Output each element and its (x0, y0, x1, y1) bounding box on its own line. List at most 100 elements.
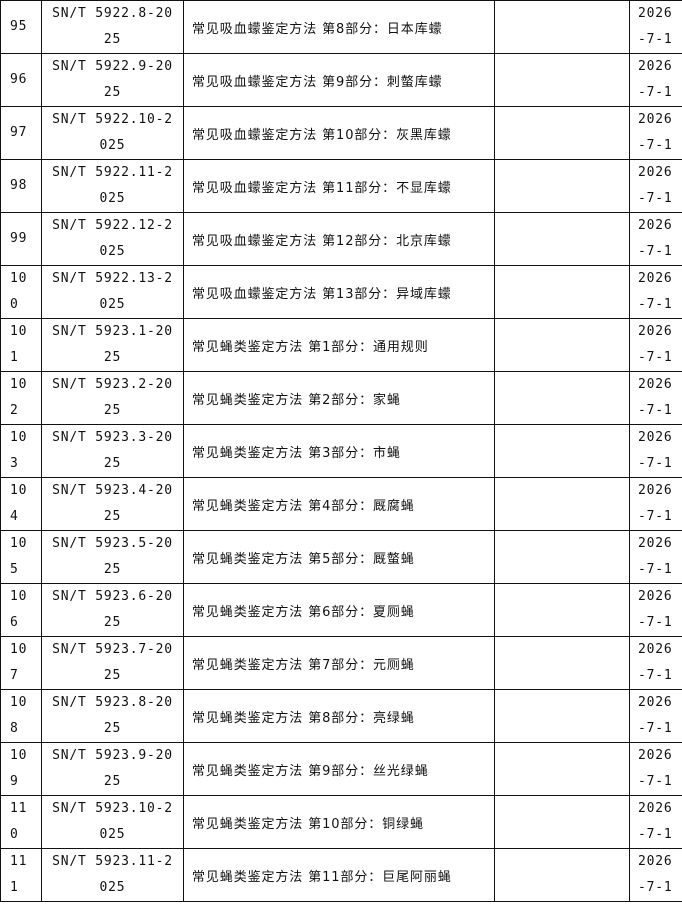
table-row: 107 SN/T 5923.7-2025 常见蝇类鉴定方法 第7部分：元厕蝇 2026… (0, 636, 682, 690)
standard-code-cell: SN/T 5923.10-2025 (41, 795, 184, 849)
table-row: 96 SN/T 5922.9-2025 常见吸血蠓鉴定方法 第9部分：刺螫库蠓 202… (0, 53, 682, 107)
standard-name: 常见蝇类鉴定方法 第3部分：市蝇 (192, 445, 401, 461)
row-number-cell: 96 (0, 53, 42, 107)
replaced-standard-cell (494, 742, 630, 796)
row-number-cell: 110 (0, 795, 42, 849)
table-row: 109 SN/T 5923.9-2025 常见蝇类鉴定方法 第9部分：丝光绿蝇 202… (0, 742, 682, 796)
table-row: 99 SN/T 5922.12-2025 常见吸血蠓鉴定方法 第12部分：北京库蠓 2… (0, 212, 682, 266)
standard-name-cell: 常见蝇类鉴定方法 第1部分：通用规则 (183, 318, 495, 372)
table-row: 104 SN/T 5923.4-2025 常见蝇类鉴定方法 第4部分：厩腐蝇 2026… (0, 477, 682, 531)
row-number-cell: 106 (0, 583, 42, 637)
effective-date-cell: 2026-7-1 (629, 371, 682, 425)
standard-code: SN/T 5922.10-2025 (52, 112, 173, 153)
replaced-standard-cell (494, 848, 630, 902)
row-number-cell: 101 (0, 318, 42, 372)
effective-date: 2026-7-1 (638, 589, 673, 630)
standard-code: SN/T 5923.7-2025 (52, 642, 173, 683)
table-row: 106 SN/T 5923.6-2025 常见蝇类鉴定方法 第6部分：夏厕蝇 2026… (0, 583, 682, 637)
effective-date-cell: 2026-7-1 (629, 106, 682, 160)
table-row: 101 SN/T 5923.1-2025 常见蝇类鉴定方法 第1部分：通用规则 202… (0, 318, 682, 372)
standard-name: 常见蝇类鉴定方法 第7部分：元厕蝇 (192, 657, 415, 673)
standard-name: 常见吸血蠓鉴定方法 第12部分：北京库蠓 (192, 233, 452, 249)
replaced-standard-cell (494, 0, 630, 54)
effective-date: 2026-7-1 (638, 642, 673, 683)
standard-code-cell: SN/T 5922.9-2025 (41, 53, 184, 107)
standard-code-cell: SN/T 5923.3-2025 (41, 424, 184, 478)
standard-code: SN/T 5922.12-2025 (52, 218, 173, 259)
table-row: 100 SN/T 5922.13-2025 常见吸血蠓鉴定方法 第13部分：异域库蠓… (0, 265, 682, 319)
table-row: 97 SN/T 5922.10-2025 常见吸血蠓鉴定方法 第10部分：灰黑库蠓 2… (0, 106, 682, 160)
table-row: 111 SN/T 5923.11-2025 常见蝇类鉴定方法 第11部分：巨尾阿丽蝇… (0, 848, 682, 902)
standard-name-cell: 常见蝇类鉴定方法 第10部分：铜绿蝇 (183, 795, 495, 849)
effective-date-cell: 2026-7-1 (629, 636, 682, 690)
replaced-standard-cell (494, 265, 630, 319)
standard-name-cell: 常见吸血蠓鉴定方法 第9部分：刺螫库蠓 (183, 53, 495, 107)
standard-code: SN/T 5923.5-2025 (52, 536, 173, 577)
table-row: 103 SN/T 5923.3-2025 常见蝇类鉴定方法 第3部分：市蝇 2026-… (0, 424, 682, 478)
replaced-standard-cell (494, 583, 630, 637)
replaced-standard-cell (494, 477, 630, 531)
standard-code-cell: SN/T 5923.2-2025 (41, 371, 184, 425)
effective-date: 2026-7-1 (638, 483, 673, 524)
row-number: 97 (10, 125, 28, 140)
standard-name-cell: 常见蝇类鉴定方法 第11部分：巨尾阿丽蝇 (183, 848, 495, 902)
standard-name: 常见蝇类鉴定方法 第2部分：家蝇 (192, 392, 401, 408)
row-number-cell: 97 (0, 106, 42, 160)
row-number-cell: 99 (0, 212, 42, 266)
standard-name-cell: 常见蝇类鉴定方法 第8部分：亮绿蝇 (183, 689, 495, 743)
table-row: 98 SN/T 5922.11-2025 常见吸血蠓鉴定方法 第11部分：不显库蠓 2… (0, 159, 682, 213)
row-number: 106 (10, 589, 28, 630)
standard-code: SN/T 5922.8-2025 (52, 6, 173, 47)
effective-date: 2026-7-1 (638, 695, 673, 736)
table-row: 110 SN/T 5923.10-2025 常见蝇类鉴定方法 第10部分：铜绿蝇 20… (0, 795, 682, 849)
standard-name: 常见蝇类鉴定方法 第8部分：亮绿蝇 (192, 710, 415, 726)
row-number-cell: 105 (0, 530, 42, 584)
row-number: 96 (10, 72, 28, 87)
effective-date: 2026-7-1 (638, 112, 673, 153)
standard-code: SN/T 5923.3-2025 (52, 430, 173, 471)
standard-code: SN/T 5923.6-2025 (52, 589, 173, 630)
standard-code-cell: SN/T 5923.1-2025 (41, 318, 184, 372)
replaced-standard-cell (494, 371, 630, 425)
standard-name: 常见蝇类鉴定方法 第9部分：丝光绿蝇 (192, 763, 429, 779)
row-number-cell: 111 (0, 848, 42, 902)
standard-code: SN/T 5922.9-2025 (52, 59, 173, 100)
row-number: 103 (10, 430, 28, 471)
standard-name-cell: 常见吸血蠓鉴定方法 第8部分：日本库蠓 (183, 0, 495, 54)
effective-date-cell: 2026-7-1 (629, 53, 682, 107)
standard-name: 常见蝇类鉴定方法 第10部分：铜绿蝇 (192, 816, 424, 832)
standard-code: SN/T 5923.2-2025 (52, 377, 173, 418)
standard-name: 常见蝇类鉴定方法 第5部分：厩螫蝇 (192, 551, 415, 567)
standard-code: SN/T 5923.8-2025 (52, 695, 173, 736)
effective-date-cell: 2026-7-1 (629, 530, 682, 584)
standard-name: 常见吸血蠓鉴定方法 第8部分：日本库蠓 (192, 21, 443, 37)
standard-code: SN/T 5923.1-2025 (52, 324, 173, 365)
row-number-cell: 95 (0, 0, 42, 54)
standard-code-cell: SN/T 5923.9-2025 (41, 742, 184, 796)
row-number: 110 (10, 801, 28, 842)
standard-code: SN/T 5923.11-2025 (52, 854, 173, 895)
standard-code: SN/T 5923.4-2025 (52, 483, 173, 524)
row-number-cell: 104 (0, 477, 42, 531)
row-number-cell: 102 (0, 371, 42, 425)
effective-date: 2026-7-1 (638, 377, 673, 418)
standard-name: 常见吸血蠓鉴定方法 第10部分：灰黑库蠓 (192, 127, 452, 143)
standard-name-cell: 常见蝇类鉴定方法 第3部分：市蝇 (183, 424, 495, 478)
row-number: 111 (10, 854, 28, 895)
row-number: 98 (10, 178, 28, 193)
standard-name-cell: 常见蝇类鉴定方法 第2部分：家蝇 (183, 371, 495, 425)
standard-code: SN/T 5923.9-2025 (52, 748, 173, 789)
effective-date-cell: 2026-7-1 (629, 742, 682, 796)
effective-date-cell: 2026-7-1 (629, 424, 682, 478)
replaced-standard-cell (494, 318, 630, 372)
row-number: 107 (10, 642, 28, 683)
effective-date: 2026-7-1 (638, 271, 673, 312)
replaced-standard-cell (494, 159, 630, 213)
row-number: 101 (10, 324, 28, 365)
standard-code-cell: SN/T 5923.6-2025 (41, 583, 184, 637)
standard-name-cell: 常见蝇类鉴定方法 第6部分：夏厕蝇 (183, 583, 495, 637)
effective-date-cell: 2026-7-1 (629, 583, 682, 637)
row-number-cell: 108 (0, 689, 42, 743)
standard-name: 常见蝇类鉴定方法 第1部分：通用规则 (192, 339, 429, 355)
standard-code: SN/T 5923.10-2025 (52, 801, 173, 842)
